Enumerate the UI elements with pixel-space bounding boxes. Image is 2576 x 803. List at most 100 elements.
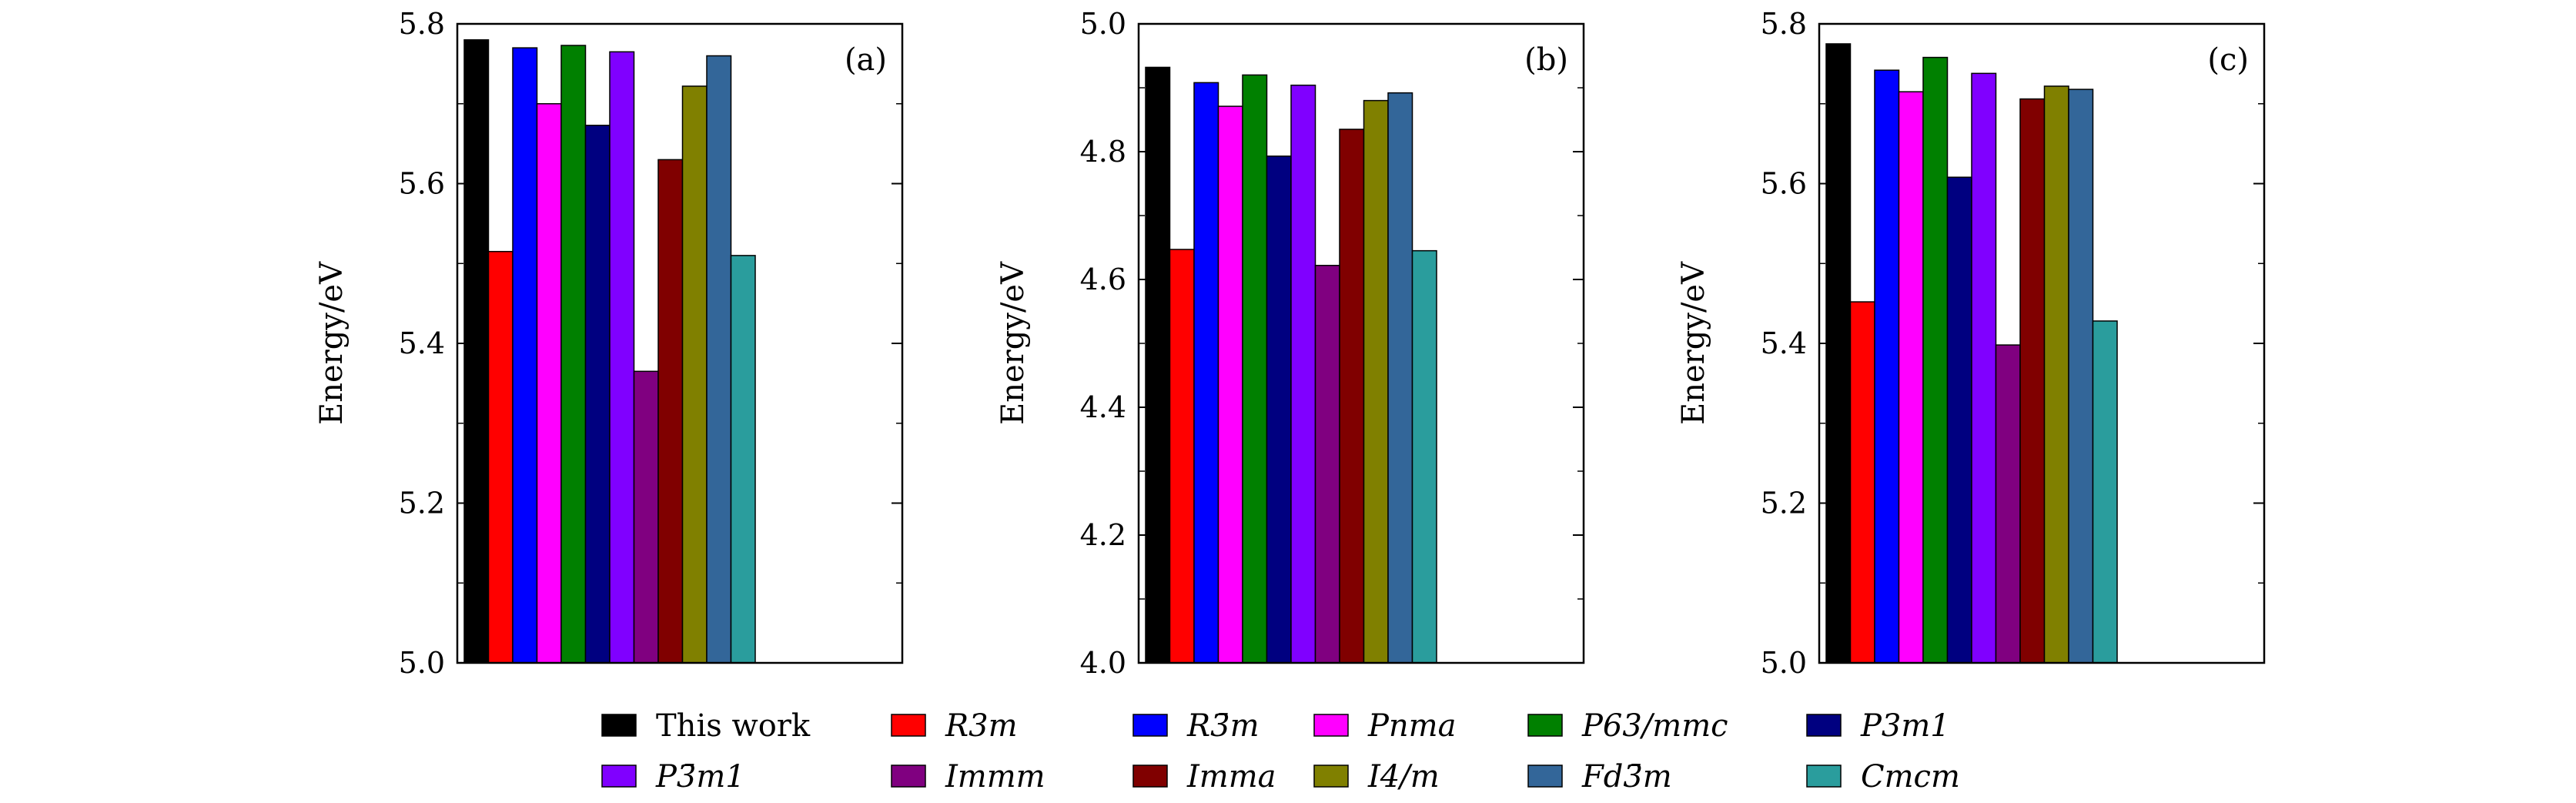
legend-item: R3̄m xyxy=(1132,708,1260,744)
y-tick-label: 5.6 xyxy=(399,167,445,201)
bar-p3m1 xyxy=(584,125,611,664)
y-tick-label: 4.8 xyxy=(1080,135,1126,169)
bar-pnma xyxy=(1217,105,1243,664)
legend-swatch xyxy=(601,714,637,737)
legend-item: P3̄m1 xyxy=(601,759,745,795)
bar-r3m xyxy=(1169,249,1195,664)
bar-fd3-m xyxy=(1387,92,1413,664)
bar-cmcm xyxy=(2092,320,2118,664)
panel-3: 5.0 5.2 5.4 5.6 5.8 Energy/eV (c) xyxy=(1676,7,2266,680)
legend-item: Imma xyxy=(1132,759,1276,795)
panel-label: (b) xyxy=(1524,42,1568,78)
legend-swatch xyxy=(1313,765,1349,788)
y-tick-label: 5.6 xyxy=(1761,167,1807,201)
panels: 5.05.25.45.65.8Energy/eV(a)4.04.24.44.64… xyxy=(314,7,2266,680)
legend-item: Fd3̄m xyxy=(1527,759,1672,795)
bar-p63-mmc xyxy=(1242,74,1268,664)
bar-imma xyxy=(1339,129,1365,664)
bar-immm xyxy=(1995,344,2021,664)
bar-fd3-m xyxy=(2068,89,2094,664)
legend-label: R3m xyxy=(945,708,1018,744)
bar-i4-m xyxy=(681,85,708,664)
bar-r3-m xyxy=(1193,82,1219,664)
legend-label: Fd3̄m xyxy=(1581,759,1672,795)
legend-label: P63/mmc xyxy=(1581,708,1728,744)
legend-label: Immm xyxy=(945,759,1045,795)
panel-2: 4.0 4.2 4.4 4.6 4.8 5.0 Energy/eV (b) xyxy=(995,7,1585,680)
bar-p63-mmc xyxy=(1922,56,1949,664)
bar-this-work xyxy=(1145,66,1171,664)
legend-swatch xyxy=(891,714,926,737)
legend-item: P3m1 xyxy=(1806,708,1950,744)
legend-swatch xyxy=(1806,714,1842,737)
bar-immm xyxy=(1314,264,1340,664)
legend-swatch xyxy=(1527,714,1563,737)
legend-label: Imma xyxy=(1186,759,1276,795)
legend-label: Pnma xyxy=(1367,708,1456,744)
bar-cmcm xyxy=(730,255,756,664)
y-tick-label: 5.4 xyxy=(399,326,445,360)
legend: This work R3m R3̄m Pnma P63/mmc P3m1 P3̄m1 Immm… xyxy=(601,708,1960,795)
y-tick-label: 4.0 xyxy=(1080,646,1126,680)
legend-label: P3̄m1 xyxy=(655,759,745,795)
legend-swatch xyxy=(601,765,637,788)
y-tick-label: 4.6 xyxy=(1080,263,1126,296)
y-tick-label: 5.2 xyxy=(399,487,445,520)
bar-r3m xyxy=(1849,301,1875,664)
bar-r3-m xyxy=(1874,69,1900,664)
bar-this-work xyxy=(1825,43,1852,664)
y-tick-label: 4.2 xyxy=(1080,518,1126,552)
bar-pnma xyxy=(536,103,562,664)
bar-r3m xyxy=(487,250,514,664)
bar-imma xyxy=(657,159,684,664)
bar-imma xyxy=(2019,98,2046,664)
y-tick-label: 5.4 xyxy=(1761,326,1807,360)
bar-p3m1 xyxy=(1266,156,1292,664)
legend-label: P3m1 xyxy=(1860,708,1950,744)
legend-label: This work xyxy=(656,708,811,744)
panel-label: (c) xyxy=(2207,42,2249,78)
legend-swatch xyxy=(1527,765,1563,788)
legend-swatch xyxy=(1132,765,1168,788)
y-tick-label: 4.4 xyxy=(1080,390,1126,424)
legend-item: Cmcm xyxy=(1806,759,1960,795)
bar-this-work xyxy=(463,39,490,664)
bar-immm xyxy=(633,370,659,664)
legend-swatch xyxy=(891,765,926,788)
panel-1: 5.0 5.2 5.4 5.6 5.8 Energy/eV (a) xyxy=(314,7,904,680)
legend-label: R3̄m xyxy=(1186,708,1260,744)
legend-item: Immm xyxy=(891,759,1045,795)
bar-p3m1 xyxy=(1946,176,1972,664)
bar-i4-m xyxy=(1363,99,1389,664)
y-tick-label: 5.8 xyxy=(1761,7,1807,41)
legend-swatch xyxy=(1806,765,1842,788)
bar-cmcm xyxy=(1411,249,1437,664)
y-axis-title: Energy/eV xyxy=(1676,261,1711,425)
bar-fd3-m xyxy=(706,55,732,664)
legend-label: I4/m xyxy=(1367,759,1440,795)
legend-item: R3m xyxy=(891,708,1018,744)
y-tick-label: 5.0 xyxy=(399,646,445,680)
y-axis-title: Energy/eV xyxy=(314,261,350,425)
legend-label: Cmcm xyxy=(1861,759,1960,795)
legend-item: I4/m xyxy=(1313,759,1440,795)
bar-p3-m1 xyxy=(1971,72,1997,664)
y-tick-label: 5.0 xyxy=(1080,7,1126,41)
bar-p63-mmc xyxy=(560,45,587,664)
y-tick-label: 5.8 xyxy=(399,7,445,41)
legend-item: This work xyxy=(601,708,811,744)
y-tick-label: 5.2 xyxy=(1761,487,1807,520)
y-tick-label: 5.0 xyxy=(1761,646,1807,680)
bar-p3-m1 xyxy=(1290,84,1316,664)
panel-label: (a) xyxy=(845,42,887,78)
legend-item: Pnma xyxy=(1313,708,1456,744)
bar-r3-m xyxy=(512,47,538,664)
legend-item: P63/mmc xyxy=(1527,708,1728,744)
bar-pnma xyxy=(1898,91,1924,664)
bar-i4-m xyxy=(2043,85,2069,664)
bar-p3-m1 xyxy=(609,51,635,664)
legend-swatch xyxy=(1132,714,1168,737)
y-axis-title: Energy/eV xyxy=(995,261,1031,425)
legend-swatch xyxy=(1313,714,1349,737)
